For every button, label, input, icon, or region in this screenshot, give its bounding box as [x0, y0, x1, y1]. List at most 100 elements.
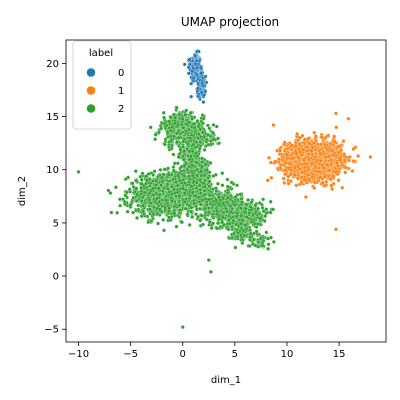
scatter-point [283, 172, 288, 177]
scatter-point [235, 183, 239, 188]
scatter-point [296, 176, 300, 181]
scatter-point [206, 210, 211, 215]
scatter-point [126, 175, 131, 180]
scatter-point [135, 215, 139, 220]
scatter-point [162, 115, 167, 120]
scatter-point [154, 182, 159, 187]
scatter-point [325, 162, 330, 167]
scatter-point [320, 180, 325, 185]
scatter-point [340, 185, 345, 190]
scatter-point [152, 169, 157, 174]
scatter-point [154, 178, 158, 183]
scatter-point [288, 179, 293, 184]
scatter-point [181, 144, 186, 149]
scatter-point [175, 190, 180, 195]
scatter-point [198, 187, 203, 192]
scatter-point [166, 134, 171, 139]
scatter-point [161, 110, 166, 115]
scatter-point [261, 197, 266, 202]
scatter-point [189, 94, 194, 99]
scatter-point [198, 202, 203, 207]
scatter-point [334, 227, 338, 232]
scatter-point [194, 160, 199, 165]
scatter-point [134, 178, 139, 183]
scatter-point [299, 175, 304, 180]
scatter-point [211, 221, 215, 226]
scatter-point [202, 173, 207, 178]
scatter-point [343, 170, 348, 175]
scatter-point [350, 169, 355, 173]
scatter-point [190, 117, 195, 121]
scatter-point [284, 152, 289, 157]
scatter-point [177, 203, 182, 208]
scatter-point [225, 184, 230, 189]
scatter-point [225, 177, 230, 182]
scatter-point [178, 208, 183, 213]
scatter-point [342, 158, 347, 163]
scatter-point [347, 155, 352, 159]
scatter-point [195, 65, 200, 70]
scatter-point [192, 125, 197, 130]
scatter-point [171, 165, 176, 169]
scatter-point [106, 188, 111, 193]
scatter-point [141, 209, 146, 214]
scatter-point [183, 206, 188, 211]
scatter-point [139, 186, 144, 191]
scatter-point [334, 125, 339, 130]
scatter-point [172, 211, 177, 216]
scatter-point [202, 147, 207, 152]
scatter-point [267, 155, 271, 160]
scatter-point [164, 123, 169, 128]
scatter-point [170, 125, 175, 130]
scatter-point [177, 112, 182, 117]
scatter-point [217, 195, 221, 200]
scatter-point [181, 157, 186, 162]
scatter-point [196, 94, 201, 99]
scatter-point [283, 160, 288, 165]
scatter-point [207, 193, 212, 198]
scatter-point [331, 174, 336, 179]
scatter-point [139, 181, 144, 186]
scatter-point [147, 207, 152, 212]
scatter-point [182, 62, 187, 67]
scatter-point [214, 226, 219, 231]
scatter-point [291, 156, 296, 161]
scatter-point [109, 210, 114, 215]
scatter-point [202, 188, 207, 193]
scatter-point [327, 168, 332, 173]
scatter-point [187, 120, 192, 125]
scatter-point [202, 92, 206, 97]
scatter-point [200, 197, 205, 202]
scatter-point [148, 125, 153, 130]
scatter-point [174, 224, 179, 229]
scatter-point [312, 130, 317, 135]
scatter-point [269, 175, 274, 180]
scatter-point [225, 190, 230, 195]
scatter-point [198, 65, 203, 70]
scatter-point [127, 187, 132, 192]
scatter-point [207, 184, 212, 189]
scatter-point [306, 152, 311, 157]
scatter-point [181, 125, 186, 130]
scatter-point [304, 148, 309, 153]
scatter-point [299, 170, 304, 175]
scatter-point [321, 165, 326, 170]
scatter-point [181, 139, 186, 144]
scatter-point [135, 192, 140, 197]
scatter-point [198, 178, 202, 182]
scatter-point [186, 174, 191, 179]
scatter-point [190, 163, 195, 168]
scatter-point [154, 196, 159, 201]
scatter-point [174, 105, 179, 110]
scatter-point [277, 157, 281, 162]
scatter-point [206, 175, 210, 180]
scatter-point [200, 113, 205, 118]
scatter-point [293, 144, 298, 149]
series-0 [182, 49, 209, 105]
scatter-point [194, 207, 199, 212]
scatter-point [328, 177, 333, 181]
scatter-point [330, 186, 335, 191]
scatter-point [211, 203, 215, 207]
scatter-point [311, 140, 316, 145]
